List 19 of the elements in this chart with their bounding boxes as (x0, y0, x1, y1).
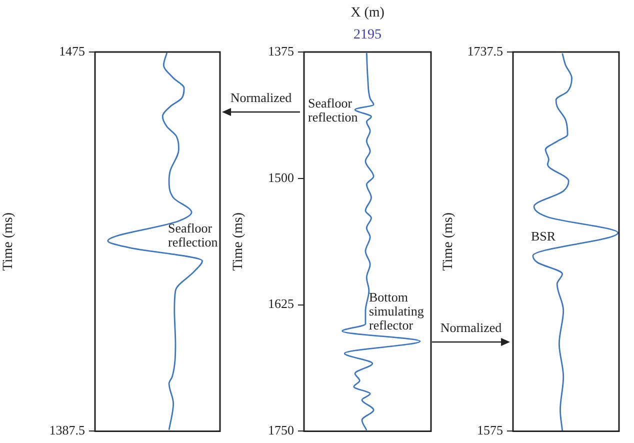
text: Normalized (229, 90, 293, 106)
y-tick-label: 1750 (268, 422, 294, 438)
annotation: BSR (531, 228, 556, 244)
y-tick-label: 1375 (268, 43, 294, 58)
y-axis-title: Time (ms) (1, 212, 16, 271)
y-tick-label: 1500 (268, 170, 294, 185)
y-tick-label: 1575 (477, 422, 503, 438)
chart-subtitle: 2195 (354, 28, 382, 43)
y-tick-label: 1475 (59, 43, 85, 58)
y-tick-label: 1625 (268, 296, 294, 312)
text: Normalized (439, 320, 503, 336)
chart-title: X (m) (350, 6, 385, 21)
y-axis-title: Time (ms) (231, 212, 246, 271)
y-tick-label: 1737.5 (467, 43, 503, 58)
annotation: Bottom simulating reflector (369, 289, 424, 332)
y-tick-label: 1387.5 (49, 422, 85, 438)
annotation: Seafloor reflection (308, 95, 358, 124)
y-axis-title: Time (ms) (441, 212, 456, 271)
annotation: Seafloor reflection (168, 220, 218, 250)
